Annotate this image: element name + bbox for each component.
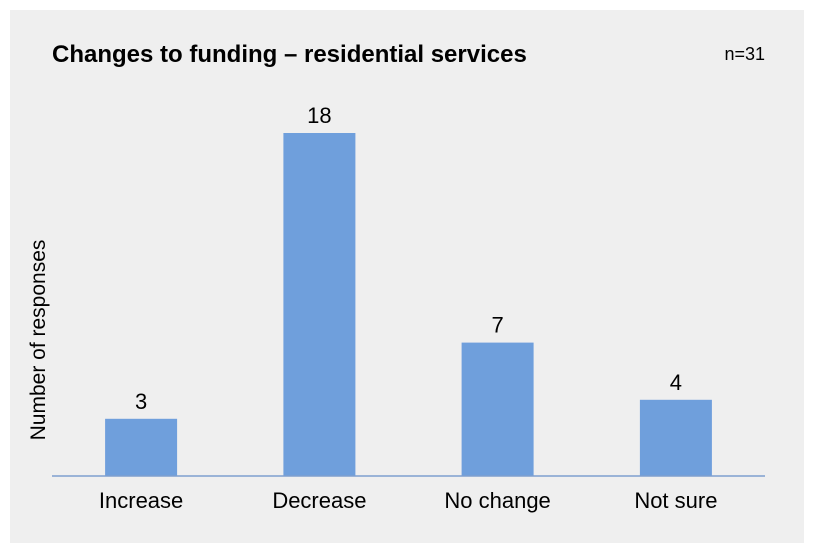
bar-no-change	[461, 342, 534, 476]
bar-increase	[105, 418, 178, 476]
x-tick-label-increase: Increase	[99, 488, 183, 513]
bar-not-sure	[639, 399, 712, 476]
chart-title: Changes to funding – residential service…	[52, 41, 527, 68]
x-tick-label-not-sure: Not sure	[634, 488, 717, 513]
bars-group	[105, 133, 712, 476]
y-axis-label: Number of responses	[27, 240, 50, 441]
data-label-decrease: 18	[307, 103, 331, 128]
x-tick-label-decrease: Decrease	[272, 488, 366, 513]
data-label-not-sure: 4	[670, 370, 682, 395]
bar-decrease	[283, 133, 356, 476]
data-label-no-change: 7	[491, 313, 503, 338]
sample-size-note: n=31	[724, 44, 765, 64]
x-tick-label-no-change: No change	[444, 488, 550, 513]
labels-group: 3 Increase 18 Decrease 7 No change 4 Not sure	[99, 103, 718, 513]
data-label-increase: 3	[135, 389, 147, 414]
